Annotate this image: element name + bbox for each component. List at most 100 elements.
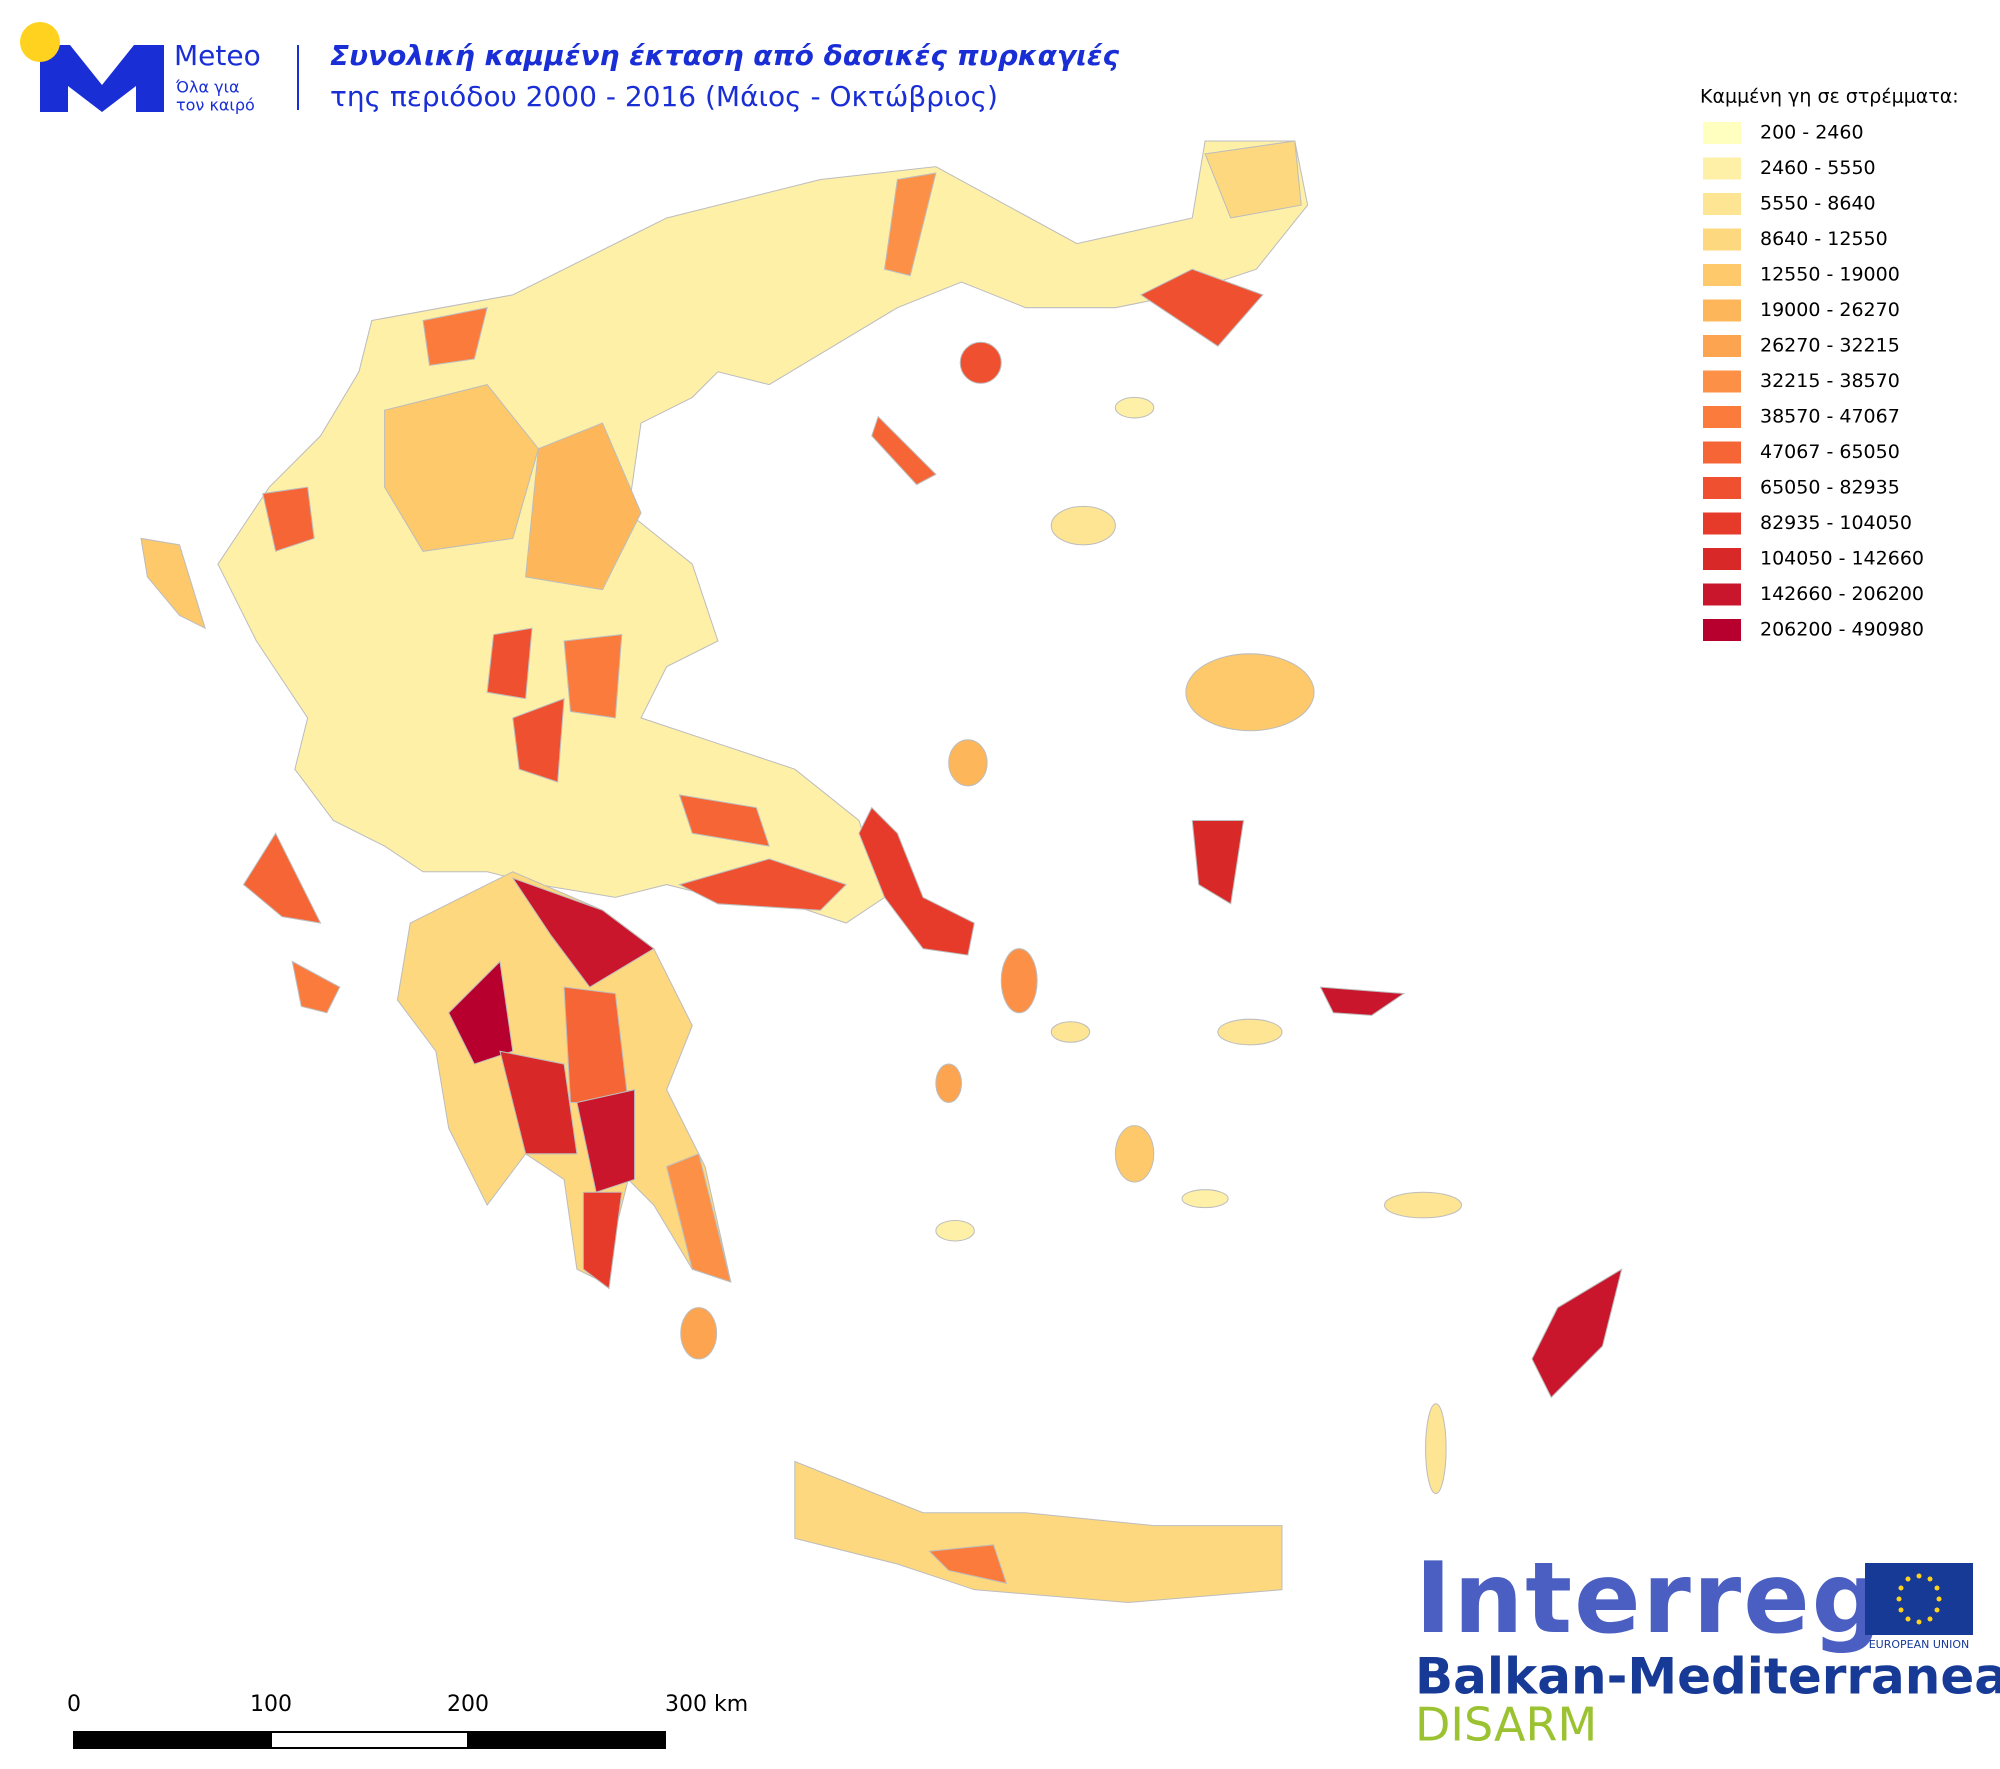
legend-swatch <box>1703 193 1741 215</box>
region <box>525 422 642 591</box>
island <box>935 1063 963 1104</box>
legend-swatch <box>1703 228 1741 251</box>
legend-label: 19000 - 26270 <box>1760 299 1900 321</box>
map <box>140 140 1623 1604</box>
kythira <box>680 1307 718 1360</box>
legend-label: 12550 - 19000 <box>1760 264 1900 286</box>
corfu <box>140 537 206 630</box>
legend-label: 26270 - 32215 <box>1760 335 1900 357</box>
legend-swatch <box>1703 370 1741 393</box>
region <box>422 307 488 366</box>
scale-segment <box>73 1731 272 1749</box>
tagline: τον καιρό <box>176 96 255 115</box>
legend-swatch <box>1703 441 1741 464</box>
island <box>1114 1125 1155 1183</box>
legend-label: 32215 - 38570 <box>1760 370 1900 392</box>
legend-label: 142660 - 206200 <box>1760 583 1924 605</box>
crete <box>794 1460 1283 1604</box>
brand: Meteo <box>174 39 261 72</box>
scale-segment <box>467 1731 666 1749</box>
region <box>576 1089 636 1193</box>
region <box>928 1544 1008 1584</box>
legend-label: 104050 - 142660 <box>1760 548 1924 570</box>
legend: Καμμένη γη σε στρέμματα: 200 - 2460 2460 … <box>1700 86 1959 641</box>
region <box>884 172 937 277</box>
interreg-wordmark: Interreg <box>1415 1542 1884 1656</box>
region <box>563 634 623 719</box>
legend-label: 38570 - 47067 <box>1760 406 1900 428</box>
map-subtitle: της περιόδου 2000 - 2016 (Μάιος - Οκτώβρ… <box>330 80 998 113</box>
region <box>512 697 565 783</box>
scale-label: 0 <box>67 1692 81 1717</box>
legend-title: Καμμένη γη σε στρέμματα: <box>1700 86 1959 108</box>
scale-bar: 0 100 200 300 km <box>67 1692 748 1749</box>
region <box>511 877 655 988</box>
legend-swatch <box>1703 548 1741 570</box>
island <box>1000 948 1038 1014</box>
legend-swatch <box>1703 619 1741 641</box>
tagline: Όλα για <box>175 78 240 97</box>
program-name: Balkan-Mediterranean <box>1415 1648 2000 1706</box>
legend-swatch <box>1703 583 1741 606</box>
region <box>1139 268 1264 347</box>
eu-label: EUROPEAN UNION <box>1869 1638 1970 1651</box>
region <box>499 1050 578 1155</box>
meteo-logo: Meteo Όλα για τον καιρό <box>20 22 299 115</box>
legend-label: 82935 - 104050 <box>1760 512 1912 534</box>
island <box>1384 1191 1462 1219</box>
kefalonia <box>242 832 322 924</box>
region <box>1204 140 1302 219</box>
island <box>1181 1189 1229 1209</box>
scale-label: 100 <box>250 1692 292 1717</box>
project-name: DISARM <box>1415 1698 1597 1752</box>
interreg-logo: Interreg EUROPEAN UNION Balkan-Mediterra… <box>1415 1542 2000 1752</box>
legend-swatch <box>1703 299 1741 322</box>
legend-swatch <box>1703 477 1741 499</box>
chios <box>1191 819 1245 905</box>
legend-label: 200 - 2460 <box>1760 122 1864 144</box>
eu-stars <box>1896 1573 1942 1625</box>
legend-label: 206200 - 490980 <box>1760 619 1924 641</box>
meteo-m <box>40 45 164 112</box>
karpathos <box>1425 1403 1447 1495</box>
island <box>1050 1021 1091 1043</box>
legend-label: 5550 - 8640 <box>1760 193 1876 215</box>
legend-swatch <box>1703 406 1741 428</box>
region <box>678 794 770 847</box>
island <box>1217 1018 1283 1046</box>
scale-label: 300 km <box>665 1692 748 1717</box>
scale-label: 200 <box>447 1692 489 1717</box>
rhodes <box>1531 1268 1623 1399</box>
zakynthos <box>291 960 341 1014</box>
euboea <box>858 806 975 956</box>
legend-label: 65050 - 82935 <box>1760 477 1900 499</box>
scale-segment <box>270 1731 469 1749</box>
legend-label: 8640 - 12550 <box>1760 228 1888 250</box>
meteo-sun <box>20 22 60 62</box>
region <box>448 960 514 1065</box>
region <box>666 1153 732 1283</box>
island <box>948 739 988 787</box>
region <box>262 486 315 552</box>
legend-swatch <box>1703 264 1741 286</box>
samos <box>1319 986 1406 1016</box>
skiathos <box>871 415 937 486</box>
legend-swatch <box>1703 157 1741 180</box>
region <box>678 858 848 911</box>
region <box>384 384 540 552</box>
island <box>1114 396 1155 419</box>
map-title: Συνολική καμμένη έκταση από δασικές πυρκ… <box>330 39 1119 72</box>
legend-swatch <box>1703 122 1741 144</box>
mainland <box>217 140 1309 924</box>
thasos <box>959 341 1002 384</box>
legend-swatch <box>1703 335 1741 357</box>
island <box>935 1219 975 1242</box>
lesvos <box>1185 653 1315 732</box>
legend-label: 47067 - 65050 <box>1760 441 1900 463</box>
island <box>1050 505 1116 546</box>
region <box>582 1191 623 1290</box>
legend-label: 2460 - 5550 <box>1760 157 1876 179</box>
region <box>486 627 533 700</box>
legend-swatch <box>1703 512 1741 535</box>
